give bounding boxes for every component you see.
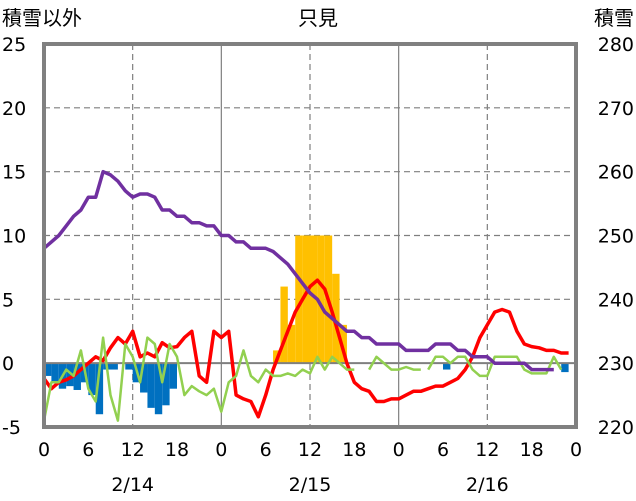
right-tick-label: 250 [598, 226, 634, 248]
date-labels: 2/14 2/15 2/16 [111, 474, 508, 496]
plot-frame [42, 42, 578, 429]
x-tick-label: 18 [520, 439, 544, 461]
sunshine-bar [140, 363, 148, 393]
precipitation-bar [317, 235, 325, 364]
sunshine-bar [88, 363, 96, 396]
right-tick-label: 220 [598, 417, 634, 439]
x-tick-label: 0 [215, 439, 227, 461]
date-label: 2/15 [289, 474, 332, 496]
x-tick-label: 12 [475, 439, 499, 461]
left-tick-label: -5 [2, 417, 21, 439]
x-tick-label: 12 [298, 439, 322, 461]
right-tick-label: 280 [598, 34, 634, 56]
precipitation-bar [302, 235, 310, 364]
left-axis-ticks: 25 20 15 10 5 0 -5 [2, 34, 26, 439]
sunshine-bar [147, 363, 155, 408]
precipitation-bar [339, 324, 347, 364]
x-tick-label: 0 [393, 439, 405, 461]
left-tick-label: 25 [2, 34, 26, 56]
right-axis-ticks: 280 270 260 250 240 230 220 [598, 34, 634, 439]
sunshine-bar [44, 363, 52, 376]
right-tick-label: 230 [598, 353, 634, 375]
date-label: 2/16 [466, 474, 509, 496]
line-series [42, 169, 569, 422]
temperature-line [42, 278, 569, 419]
x-tick-label: 6 [82, 439, 94, 461]
left-tick-label: 15 [2, 162, 26, 184]
left-axis-label: 積雪以外 [2, 6, 82, 30]
sunshine-bar [110, 363, 118, 370]
x-tick-label: 6 [260, 439, 272, 461]
x-tick-label: 12 [121, 439, 145, 461]
chart-title: 只見 [298, 6, 338, 30]
sunshine-bar [154, 363, 163, 415]
right-tick-label: 270 [598, 98, 634, 120]
sunshine-bar [95, 363, 104, 415]
sunshine-bar [51, 363, 59, 383]
x-tick-label: 18 [165, 439, 189, 461]
precipitation-bar [280, 286, 288, 364]
right-axis-label: 積雪 [594, 6, 634, 30]
left-tick-label: 5 [2, 289, 14, 311]
sunshine-bar [73, 363, 81, 390]
x-axis-ticks: 0 6 12 18 0 6 12 18 0 6 12 18 0 [38, 439, 582, 461]
precipitation-bar [287, 324, 296, 364]
sunshine-bar [162, 363, 170, 406]
snow_depth-line [42, 169, 554, 372]
left-tick-label: 0 [2, 353, 14, 375]
sunshine-bar [125, 363, 133, 370]
date-label: 2/14 [111, 474, 154, 496]
sunshine-bar [66, 363, 74, 387]
x-tick-label: 6 [437, 439, 449, 461]
x-tick-label: 18 [342, 439, 366, 461]
precipitation-bar [295, 235, 303, 364]
x-tick-label: 0 [570, 439, 582, 461]
right-tick-label: 240 [598, 289, 634, 311]
sunshine-bar [561, 363, 569, 373]
x-tick-label: 0 [38, 439, 50, 461]
right-tick-label: 260 [598, 162, 634, 184]
wind-line [42, 336, 563, 422]
precipitation-bar [310, 235, 318, 364]
sunshine-bar [169, 363, 177, 389]
left-tick-label: 20 [2, 98, 26, 120]
sunshine-bar [443, 363, 451, 370]
left-tick-label: 10 [2, 226, 26, 248]
